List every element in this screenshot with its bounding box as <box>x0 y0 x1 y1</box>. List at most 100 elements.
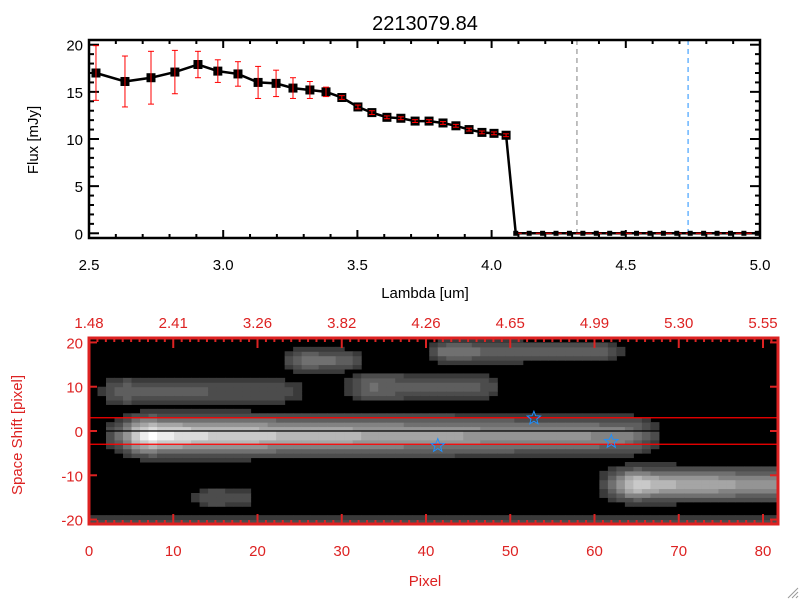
data-point <box>553 230 559 236</box>
heatmap-cell <box>522 435 532 441</box>
heatmap-cell <box>454 360 464 366</box>
heatmap-cell <box>641 422 651 428</box>
heatmap-cell <box>429 373 439 379</box>
heatmap-cell <box>488 448 498 454</box>
heatmap-cell <box>633 479 643 485</box>
heatmap-cell <box>420 395 430 401</box>
resize-grip-icon[interactable] <box>787 587 799 599</box>
heatmap-cell <box>437 355 447 361</box>
heatmap-cell <box>395 422 405 428</box>
heatmap-cell <box>242 400 252 405</box>
heatmap-cell <box>412 515 422 521</box>
heatmap-cell <box>531 444 541 450</box>
heatmap-cell <box>114 439 124 445</box>
heatmap-cell <box>225 413 235 419</box>
heatmap-cell <box>607 422 617 428</box>
heatmap-cell <box>726 479 736 485</box>
heatmap-cell <box>276 431 286 436</box>
heatmap-cell <box>463 453 473 459</box>
heatmap-cell <box>191 417 201 423</box>
heatmap-cell <box>684 497 694 503</box>
plot-frame <box>87 38 762 240</box>
heatmap-cell <box>140 435 150 441</box>
heatmap-cell <box>446 448 456 454</box>
heatmap-cell <box>488 355 498 361</box>
heatmap-cell <box>140 386 150 392</box>
heatmap-cell <box>471 377 481 383</box>
heatmap-cell <box>233 400 243 405</box>
heatmap-cell <box>123 519 133 525</box>
heatmap-cell <box>667 466 677 472</box>
heatmap-cell <box>242 519 252 525</box>
heatmap-cell <box>624 444 634 450</box>
heatmap-cell <box>157 435 167 441</box>
heatmap-cell <box>454 373 464 379</box>
heatmap-cell <box>633 448 643 454</box>
heatmap-cell <box>607 444 617 450</box>
heatmap-cell <box>259 515 269 521</box>
heatmap-cell <box>106 391 116 397</box>
heatmap-cell <box>514 515 524 521</box>
heatmap-cell <box>420 382 430 388</box>
heatmap-cell <box>412 391 422 397</box>
heatmap-cell <box>208 435 218 441</box>
heatmap-cell <box>225 431 235 436</box>
heatmap-cell <box>89 515 99 521</box>
heatmap-cell <box>743 470 753 476</box>
heatmap-cell <box>361 519 371 525</box>
heatmap-cell <box>658 488 668 494</box>
heatmap-cell <box>616 479 626 485</box>
x-tick-label: 70 <box>670 543 687 560</box>
heatmap-cell <box>480 346 490 352</box>
heatmap-cell <box>735 497 745 503</box>
heatmap-cell <box>752 519 762 525</box>
heatmap-cell <box>361 386 371 392</box>
heatmap-cell <box>624 462 634 467</box>
heatmap-cell <box>369 373 379 379</box>
heatmap-cell <box>395 413 405 419</box>
heatmap-cell <box>395 515 405 521</box>
x-tick-label: 0 <box>85 543 93 560</box>
heatmap-cell <box>131 395 141 401</box>
heatmap-cell <box>616 346 626 352</box>
heatmap-cell <box>250 431 260 436</box>
heatmap-cell <box>692 479 702 485</box>
heatmap-cell <box>327 351 337 357</box>
heatmap-cell <box>352 417 362 423</box>
heatmap-cell <box>191 497 201 503</box>
heatmap-cell <box>267 519 277 525</box>
heatmap-cell <box>539 453 549 459</box>
heatmap-cell <box>463 439 473 445</box>
heatmap-cell <box>599 515 609 521</box>
top-wavelength-label: 3.26 <box>243 315 272 332</box>
heatmap-cell <box>573 417 583 423</box>
heatmap-cell <box>233 395 243 401</box>
heatmap-cell <box>386 439 396 445</box>
heatmap-cell <box>412 382 422 388</box>
heatmap-cell <box>514 355 524 361</box>
heatmap-cell <box>701 493 711 498</box>
heatmap-cell <box>599 444 609 450</box>
heatmap-cell <box>131 448 141 454</box>
heatmap-cell <box>701 479 711 485</box>
y-tick-label: 0 <box>75 424 83 441</box>
heatmap-cell <box>667 493 677 498</box>
heatmap-cell <box>157 448 167 454</box>
heatmap-cell <box>250 515 260 521</box>
heatmap-cell <box>225 453 235 459</box>
heatmap-cell <box>216 408 226 414</box>
heatmap-cell <box>301 426 311 432</box>
heatmap-cell <box>760 493 770 498</box>
heatmap-cell <box>352 386 362 392</box>
heatmap-cell <box>633 462 643 467</box>
heatmap-cell <box>259 435 269 441</box>
heatmap-cell <box>352 431 362 436</box>
heatmap-cell <box>395 453 405 459</box>
heatmap-cell <box>174 417 184 423</box>
heatmap-cell <box>174 448 184 454</box>
heatmap-cell <box>301 444 311 450</box>
heatmap-cell <box>123 435 133 441</box>
heatmap-cell <box>667 470 677 476</box>
heatmap-cell <box>633 417 643 423</box>
heatmap-cell <box>650 466 660 472</box>
